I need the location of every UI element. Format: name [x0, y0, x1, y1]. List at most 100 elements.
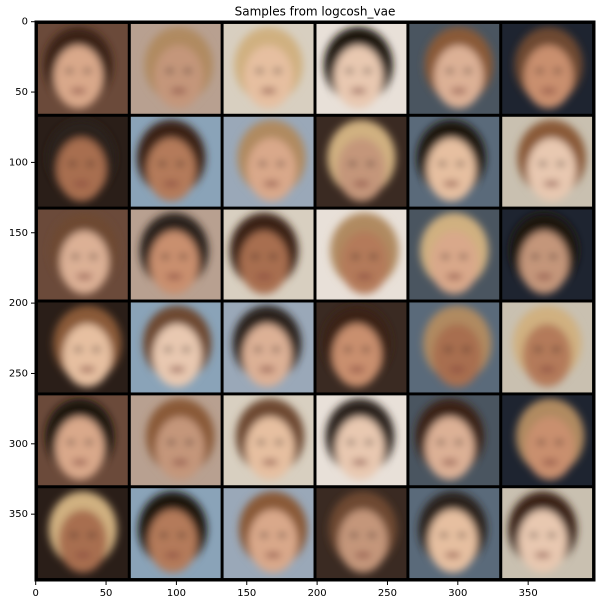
- face-tile: [316, 395, 407, 486]
- face: [130, 23, 221, 114]
- face: [223, 395, 314, 486]
- eye: [254, 347, 263, 352]
- eye: [343, 347, 352, 352]
- mouth: [350, 88, 367, 94]
- eye: [257, 440, 266, 445]
- skin: [426, 138, 476, 202]
- mouth: [356, 274, 373, 280]
- skin: [340, 231, 389, 295]
- eye: [89, 254, 98, 259]
- face: [409, 395, 500, 486]
- eye: [258, 161, 267, 166]
- skin: [432, 323, 482, 387]
- y-tick-label: 50: [15, 87, 28, 98]
- face-tile: [37, 302, 128, 393]
- skin: [425, 416, 475, 480]
- mouth: [540, 88, 557, 94]
- skin: [525, 416, 575, 480]
- skin: [242, 323, 292, 387]
- eye: [555, 440, 564, 445]
- eye: [346, 440, 355, 445]
- eye: [68, 161, 77, 166]
- mouth: [450, 88, 467, 94]
- face: [37, 209, 128, 300]
- face-blur: [50, 212, 119, 295]
- mouth: [354, 552, 371, 558]
- face: [316, 395, 407, 486]
- eye: [87, 533, 96, 538]
- eye: [363, 68, 372, 73]
- face-tile: [37, 395, 128, 486]
- x-tick-label: 350: [519, 588, 538, 599]
- mouth: [71, 459, 88, 465]
- eye: [83, 68, 92, 73]
- eye: [278, 533, 287, 538]
- skin: [149, 231, 199, 295]
- mouth: [542, 459, 559, 465]
- face: [316, 116, 407, 207]
- skin: [519, 231, 569, 295]
- eye: [183, 68, 192, 73]
- eye: [176, 161, 185, 166]
- eye: [182, 347, 191, 352]
- face-blur: [327, 119, 396, 202]
- face: [130, 395, 221, 486]
- face: [223, 302, 314, 393]
- mouth: [163, 181, 180, 187]
- eye: [165, 68, 174, 73]
- eye: [260, 533, 269, 538]
- eye: [179, 254, 188, 259]
- eye: [345, 68, 354, 73]
- eye: [273, 68, 282, 73]
- eye: [71, 254, 80, 259]
- skin: [148, 509, 198, 573]
- face-tile: [502, 209, 593, 300]
- eye: [74, 347, 83, 352]
- skin: [58, 509, 108, 573]
- x-tick-label: 250: [378, 588, 397, 599]
- face-tile: [223, 302, 314, 393]
- face-tile: [409, 488, 500, 579]
- eye: [444, 347, 453, 352]
- face: [37, 302, 128, 393]
- eye: [529, 533, 538, 538]
- skin: [60, 231, 109, 295]
- eye: [454, 440, 463, 445]
- face-blur: [424, 27, 494, 109]
- face-blur: [142, 305, 212, 387]
- eye: [255, 68, 264, 73]
- face-blur: [512, 305, 582, 387]
- skin: [55, 416, 105, 480]
- face: [409, 302, 500, 393]
- face: [502, 23, 593, 114]
- eye: [69, 533, 78, 538]
- face: [37, 116, 128, 207]
- face-blur: [237, 119, 306, 202]
- eye: [92, 347, 101, 352]
- face-tile: [223, 116, 314, 207]
- face: [130, 209, 221, 300]
- skin: [152, 323, 202, 387]
- eye: [538, 161, 547, 166]
- skin: [522, 323, 572, 387]
- eye: [269, 254, 278, 259]
- mouth: [74, 552, 91, 558]
- face-tile: [409, 209, 500, 300]
- face-blur: [136, 119, 206, 202]
- face: [502, 395, 593, 486]
- eye: [164, 347, 173, 352]
- eye: [531, 254, 540, 259]
- mouth: [76, 274, 93, 280]
- face-tile: [223, 488, 314, 579]
- face-blur: [145, 398, 215, 480]
- mouth: [539, 366, 556, 372]
- face: [316, 488, 407, 579]
- mouth: [444, 552, 461, 558]
- face: [502, 209, 593, 300]
- eye: [367, 533, 376, 538]
- eye: [369, 254, 378, 259]
- face-blur: [517, 119, 586, 202]
- skin: [247, 138, 296, 202]
- face-blur: [44, 27, 113, 109]
